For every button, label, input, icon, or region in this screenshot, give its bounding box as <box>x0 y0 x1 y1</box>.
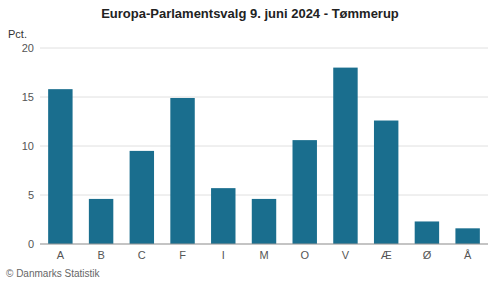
bar <box>333 68 357 244</box>
chart-container: Europa-Parlamentsvalg 9. juni 2024 - Tøm… <box>0 0 500 282</box>
x-tick-label: Ø <box>423 249 432 261</box>
y-tick-label: 10 <box>22 140 34 152</box>
bar <box>415 221 439 244</box>
x-tick-label: A <box>57 249 65 261</box>
grid-line <box>40 146 488 147</box>
y-axis-label: Pct. <box>8 28 27 40</box>
x-tick-label: V <box>342 249 350 261</box>
grid-line <box>40 48 488 49</box>
bar <box>48 89 72 244</box>
y-tick-label: 15 <box>22 91 34 103</box>
x-tick-label: Å <box>464 249 472 261</box>
bar <box>455 228 479 244</box>
grid <box>40 48 488 244</box>
x-tick-label: Æ <box>381 249 392 261</box>
bar <box>170 98 194 244</box>
y-tick-label: 0 <box>28 238 34 250</box>
x-tick-label: O <box>300 249 309 261</box>
y-tick-label: 20 <box>22 42 34 54</box>
bar <box>89 199 113 244</box>
x-tick-label: F <box>179 249 186 261</box>
grid-line <box>40 244 488 245</box>
chart-svg: Europa-Parlamentsvalg 9. juni 2024 - Tøm… <box>0 0 500 282</box>
bar <box>252 199 276 244</box>
bar <box>211 188 235 244</box>
footer-annotation: © Danmarks Statistik <box>6 268 101 279</box>
y-tick-label: 5 <box>28 189 34 201</box>
x-tick-label: C <box>138 249 146 261</box>
x-tick-label: M <box>259 249 268 261</box>
x-tick-label: I <box>222 249 225 261</box>
grid-line <box>40 195 488 196</box>
grid-line <box>40 97 488 98</box>
bar <box>293 140 317 244</box>
bar <box>374 121 398 244</box>
x-axis-line <box>40 244 488 245</box>
x-tick-label: B <box>97 249 104 261</box>
bars <box>48 68 480 244</box>
bar <box>130 151 154 244</box>
title: Europa-Parlamentsvalg 9. juni 2024 - Tøm… <box>101 6 399 21</box>
page: {"chart_data": {"type": "bar", "title": … <box>0 0 500 282</box>
